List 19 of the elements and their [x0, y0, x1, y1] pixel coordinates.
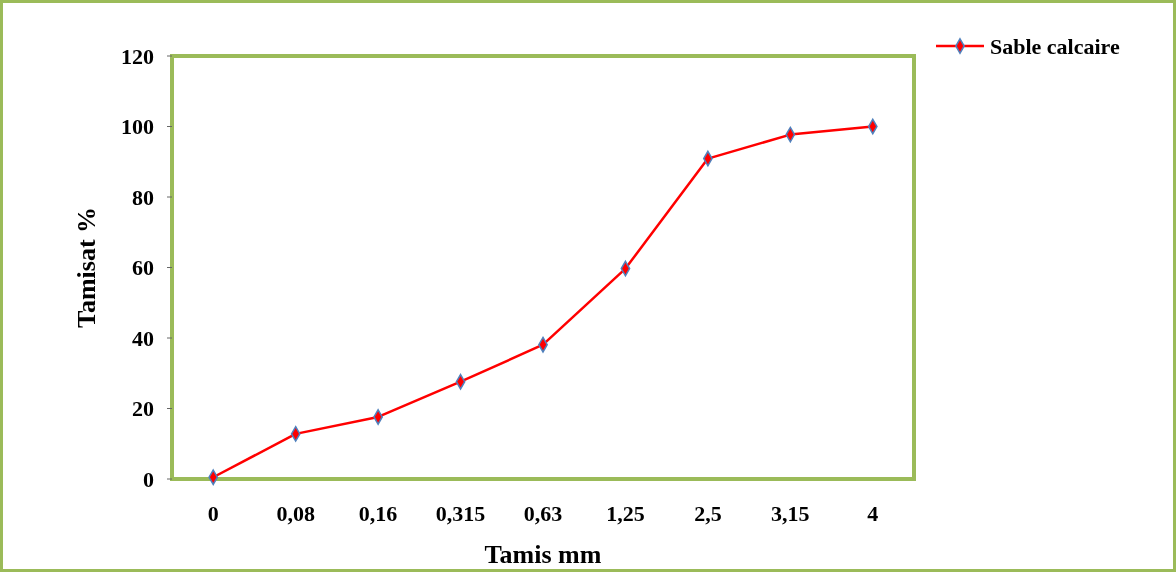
legend-label: Sable calcaire: [990, 33, 1120, 59]
y-tick-label: 80: [132, 184, 154, 210]
x-tick-label: 0,08: [276, 501, 315, 526]
x-tick-label: 3,15: [771, 501, 810, 526]
y-tick-label: 0: [143, 466, 154, 492]
x-tick-label: 1,25: [606, 501, 645, 526]
y-axis-title: Tamisat %: [72, 206, 101, 329]
x-axis-title: Tamis mm: [484, 540, 602, 569]
x-tick-label: 0,16: [358, 501, 398, 526]
x-tick-label: 0,63: [523, 501, 563, 526]
y-tick-label: 20: [132, 396, 154, 422]
x-tick-label: 4: [867, 501, 879, 526]
y-tick-label: 100: [121, 114, 154, 140]
y-tick-label: 40: [132, 325, 154, 351]
x-tick-label: 0: [207, 501, 219, 526]
x-tick-label: 2,5: [694, 501, 722, 526]
y-tick-label: 120: [121, 43, 154, 69]
y-tick-label: 60: [132, 255, 154, 281]
x-tick-label: 0,315: [435, 501, 486, 526]
